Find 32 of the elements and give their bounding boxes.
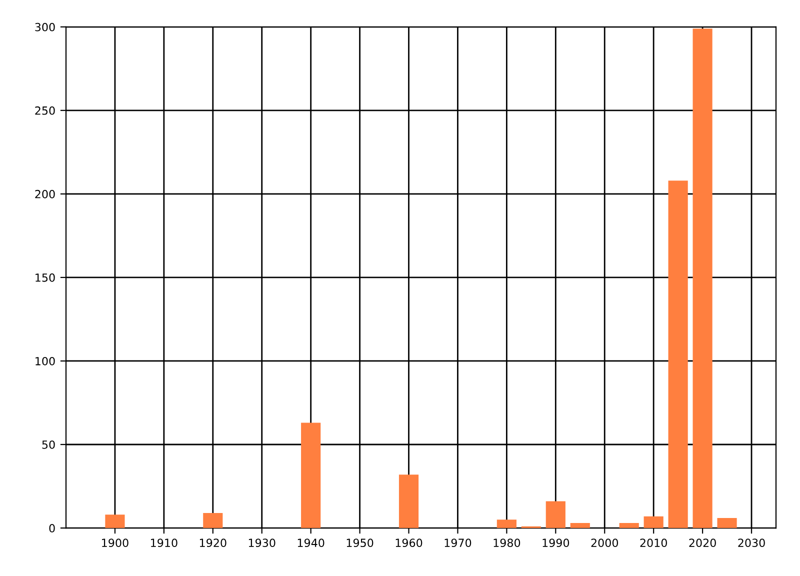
y-tick-label: 150 (36, 273, 55, 282)
bar (301, 422, 321, 528)
bar (546, 501, 566, 528)
bar (398, 474, 419, 528)
bar (717, 518, 737, 528)
bar (496, 520, 516, 528)
y-tick-label: 100 (36, 356, 55, 366)
y-tick-label: 300 (35, 22, 55, 32)
y-tick-label: 200 (35, 190, 55, 198)
bar (570, 523, 590, 528)
x-tick-label: 1930 (248, 538, 276, 548)
x-tick-label: 2000 (591, 538, 618, 548)
y-tick-label: 250 (35, 106, 55, 115)
x-tick-label: 2020 (689, 538, 716, 548)
x-tick-label: 1950 (346, 538, 374, 548)
x-tick-label: 1920 (200, 538, 226, 548)
bar (644, 516, 664, 528)
bar (668, 180, 688, 528)
x-tick-label: 1960 (396, 538, 422, 548)
x-tick-label: 1980 (494, 538, 520, 548)
x-tick-label: 1900 (102, 538, 128, 548)
x-tick-label: 2010 (640, 538, 667, 548)
x-tick-label: 1940 (298, 538, 324, 548)
x-tick-label: 1910 (151, 538, 178, 548)
x-tick-label: 1970 (444, 538, 472, 548)
y-tick-label: 50 (42, 440, 55, 449)
bar (203, 512, 223, 528)
x-tick-label: 2030 (738, 538, 765, 548)
bar (105, 514, 125, 528)
y-tick-label: 0 (49, 524, 55, 532)
x-tick-label: 1990 (542, 538, 570, 548)
bar (619, 523, 639, 528)
